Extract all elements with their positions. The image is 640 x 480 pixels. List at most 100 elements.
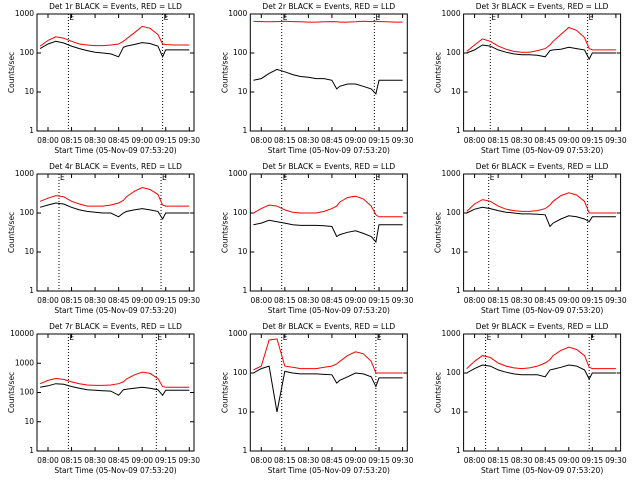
x-tick-label: 08:15 (487, 456, 509, 465)
x-tick-label: 09:00 (131, 136, 153, 145)
y-tick-label: 1000 (15, 9, 34, 18)
marker-label: E (377, 333, 382, 342)
plot-frame (36, 13, 195, 132)
series-line (253, 195, 403, 218)
x-tick-label: 08:00 (464, 296, 486, 305)
plot-frame (36, 333, 195, 452)
x-tick-label: 08:30 (511, 456, 533, 465)
series-line (466, 44, 616, 61)
y-tick-label: 1000 (228, 329, 247, 338)
y-tick-label: 10 (24, 247, 34, 256)
y-tick-label: 1 (29, 446, 34, 455)
x-tick-label: 09:15 (582, 136, 604, 145)
x-tick-label: 09:30 (605, 456, 627, 465)
x-tick-label: 09:00 (558, 296, 580, 305)
panel: Det 3r BLACK = Events, RED = LLD Start Ti… (434, 2, 627, 155)
x-tick-label: 08:15 (61, 456, 83, 465)
y-tick-label: 1 (243, 286, 248, 295)
x-tick-label: 08:45 (108, 136, 130, 145)
series-line (253, 68, 403, 95)
x-tick-label: 08:15 (274, 136, 296, 145)
x-axis-label: Start Time (05-Nov-09 07:53:20) (268, 466, 390, 475)
panel: Det 2r BLACK = Events, RED = LLD Start Ti… (220, 2, 413, 155)
marker-label: E (589, 173, 594, 182)
y-tick-label: 100 (20, 48, 35, 57)
marker-label: E (69, 333, 74, 342)
x-tick-label: 09:15 (368, 456, 390, 465)
y-tick-label: 1000 (442, 169, 461, 178)
x-tick-label: 08:15 (61, 296, 83, 305)
series-line (466, 192, 616, 214)
panel-title: Det 5r BLACK = Events, RED = LLD (262, 162, 395, 171)
y-tick-label: 10 (24, 417, 34, 426)
y-tick-label: 100 (446, 208, 461, 217)
plot-frame (249, 173, 408, 292)
x-tick-label: 08:45 (321, 456, 343, 465)
x-tick-label: 08:15 (487, 136, 509, 145)
x-tick-label: 08:45 (534, 136, 556, 145)
x-tick-label: 09:15 (155, 136, 177, 145)
y-tick-label: 100 (446, 368, 461, 377)
x-tick-label: 08:15 (274, 456, 296, 465)
x-tick-label: 09:00 (558, 136, 580, 145)
y-axis-label: Counts/sec (7, 52, 16, 93)
x-axis-label: Start Time (05-Nov-09 07:53:20) (54, 146, 176, 155)
y-tick-label: 1 (456, 126, 461, 135)
marker-label: E (589, 13, 594, 22)
x-tick-label: 09:15 (368, 296, 390, 305)
y-tick-label: 1 (456, 446, 461, 455)
panel-title: Det 8r BLACK = Events, RED = LLD (262, 322, 395, 331)
x-tick-label: 08:30 (511, 296, 533, 305)
marker-label: E (490, 173, 495, 182)
marker-label: E (283, 333, 288, 342)
panel: Det 8r BLACK = Events, RED = LLD Start Ti… (220, 322, 413, 475)
x-tick-label: 08:45 (108, 456, 130, 465)
y-axis-label: Counts/sec (434, 372, 443, 413)
y-tick-label: 100 (20, 208, 35, 217)
y-tick-label: 10000 (10, 329, 34, 338)
series-line (39, 186, 190, 207)
x-tick-label: 08:15 (487, 296, 509, 305)
panel-title: Det 2r BLACK = Events, RED = LLD (262, 2, 395, 11)
x-tick-label: 09:30 (178, 456, 200, 465)
y-axis-label: Counts/sec (220, 372, 229, 413)
y-axis-label: Counts/sec (434, 212, 443, 253)
y-tick-label: 10 (238, 87, 248, 96)
y-tick-label: 1000 (228, 169, 247, 178)
panel-title: Det 6r BLACK = Events, RED = LLD (476, 162, 609, 171)
series-line (253, 365, 403, 413)
x-axis-label: Start Time (05-Nov-09 07:53:20) (54, 306, 176, 315)
y-tick-label: 1 (29, 126, 34, 135)
x-tick-label: 09:30 (178, 296, 200, 305)
series-line (466, 26, 616, 53)
y-tick-label: 10 (451, 407, 461, 416)
series-line (39, 40, 190, 59)
marker-label: E (164, 13, 169, 22)
series-line (39, 25, 190, 47)
marker-label: E (283, 173, 288, 182)
y-axis-label: Counts/sec (7, 372, 16, 413)
marker-label: E (162, 173, 167, 182)
y-tick-label: 100 (446, 48, 461, 57)
x-axis-label: Start Time (05-Nov-09 07:53:20) (268, 146, 390, 155)
x-tick-label: 09:15 (368, 136, 390, 145)
x-tick-label: 08:00 (250, 136, 272, 145)
y-tick-label: 100 (20, 388, 35, 397)
x-tick-label: 08:30 (84, 136, 106, 145)
x-tick-label: 09:30 (392, 456, 414, 465)
x-tick-label: 08:45 (108, 296, 130, 305)
marker-label: E (157, 333, 162, 342)
marker-label: E (69, 13, 74, 22)
x-tick-label: 09:30 (605, 296, 627, 305)
y-tick-label: 1 (243, 126, 248, 135)
y-tick-label: 1 (29, 286, 34, 295)
x-tick-label: 09:30 (178, 136, 200, 145)
marker-label: E (590, 333, 595, 342)
panel: Det 1r BLACK = Events, RED = LLD Start Ti… (7, 2, 200, 155)
panel-title: Det 4r BLACK = Events, RED = LLD (49, 162, 182, 171)
x-tick-label: 08:30 (298, 296, 320, 305)
x-tick-label: 09:30 (392, 296, 414, 305)
panel: Det 9r BLACK = Events, RED = LLD Start Ti… (434, 322, 627, 475)
marker-label: E (283, 13, 288, 22)
